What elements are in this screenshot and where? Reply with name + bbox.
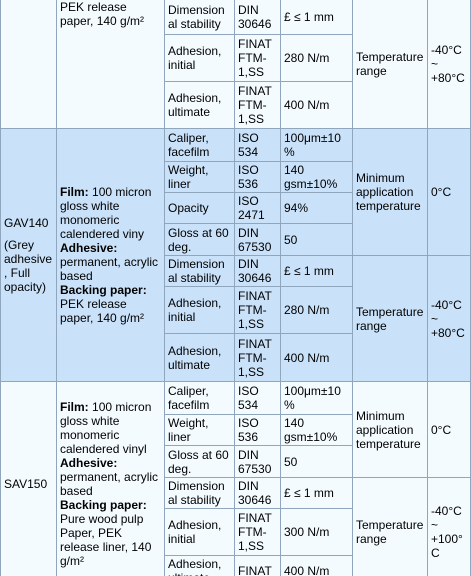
method-cell: DIN 30646 [234,255,281,287]
value-cell: 400 N/m [280,555,353,576]
adhesive-text: permanent, acrylic based [60,255,159,283]
method-cell: FINAT FTM-1,SS [234,286,281,334]
value-cell: £ ≤ 1 mm [280,477,353,509]
value-cell: 300 N/m [280,508,353,556]
adhesive-text: permanent, acrylic based [60,470,159,498]
product-name-cell: GAV140 (Grey adhesive, Full opacity) [0,128,57,382]
table-row: Adhesion, initial FINAT FTM-1,SS 280 N/m [1,286,471,334]
temp-range-label: Temperature range [352,255,428,382]
product-name-cell: SAV150 [0,381,57,576]
table-row: PEK release paper, 140 g/m² Dimensional … [0,0,471,129]
property-cell: Opacity [164,192,235,224]
table-row: Adhesion, ultimate FINAT 400 N/m [1,555,471,576]
table-row: GAV140 (Grey adhesive, Full opacity) Fil… [0,128,471,382]
method-cell: ISO 536 [234,414,281,446]
property-cell: Weight, liner [164,161,235,193]
table-row: Weight, liner ISO 536 140 gsm±10% [1,414,471,446]
property-cell: Adhesion, ultimate [164,81,235,129]
method-cell: DIN 30646 [234,477,281,509]
temp-range-label: Temperature range [352,0,428,129]
property-cell: Dimensional stability [164,477,235,509]
table-row: Adhesion, initial FINAT FTM-1,SS 300 N/m [1,508,471,556]
property-cell: Adhesion, ultimate [164,333,235,382]
value-cell: £ ≤ 1 mm [280,0,353,35]
property-cell: Adhesion, initial [164,286,235,334]
method-cell: ISO 534 [234,128,281,162]
table-row: Opacity ISO 2471 94% [1,192,471,224]
film-label: Film: [60,185,89,199]
temp-range-label: Temperature range [352,477,428,576]
value-cell: 100μm±10% [280,381,353,415]
adhesive-label: Adhesive: [60,456,118,470]
value-cell: 400 N/m [280,81,353,129]
backing-text: PEK release paper, 140 g/m² [60,297,145,325]
backing-label: Backing paper: [60,498,147,512]
min-temp-label: Minimum application temperature [352,381,428,478]
film-label: Film: [60,400,89,414]
method-cell: FINAT FTM-1,SS [234,81,281,129]
prev-product-cell [0,0,57,129]
table-row: SAV150 Film: 100 micron gloss white mono… [0,381,471,576]
temp-range-value: -40°C ~ +80°C [427,0,471,129]
temp-range-value: -40°C ~ +80°C [427,255,471,382]
film-text: 100 micron gloss white monomeric calende… [60,185,152,241]
value-cell: 50 [280,445,353,478]
value-cell: 280 N/m [280,286,353,334]
min-temp-value: 0°C [427,128,471,256]
material-description-cell: Film: 100 micron gloss white monomeric c… [56,128,165,382]
table-row: Adhesion, ultimate FINAT FTM-1,SS 400 N/… [1,333,471,382]
property-cell: Gloss at 60 deg. [164,445,235,478]
table-row: Dimensional stability DIN 30646 £ ≤ 1 mm… [1,477,471,576]
product-note: (Grey adhesive, Full opacity) [4,238,53,294]
method-cell: DIN 67530 [234,223,281,256]
property-cell: Dimensional stability [164,0,235,35]
method-cell: DIN 30646 [234,0,281,35]
prev-material-cell: PEK release paper, 140 g/m² [56,0,165,129]
temp-range-value: -40°C ~ +100°C [427,477,471,576]
material-description-cell: Film: 100 micron gloss white monomeric c… [56,381,165,576]
table-row: Adhesion, ultimate FINAT FTM-1,SS 400 N/… [1,81,471,129]
value-cell: 280 N/m [280,34,353,82]
property-cell: Weight, liner [164,414,235,446]
value-cell: 140 gsm±10% [280,161,353,193]
backing-label: Backing paper: [60,283,147,297]
method-cell: ISO 534 [234,381,281,415]
table-row: Adhesion, initial FINAT FTM-1,SS 280 N/m [1,34,471,82]
product-name: SAV150 [4,477,48,491]
product-name: GAV140 [4,216,49,230]
value-cell: 400 N/m [280,333,353,382]
film-text: 100 micron gloss white monomeric calende… [60,400,152,456]
value-cell: £ ≤ 1 mm [280,255,353,287]
method-cell: FINAT [234,555,281,576]
property-cell: Adhesion, initial [164,34,235,82]
value-cell: 100μm±10% [280,128,353,162]
value-cell: 50 [280,223,353,256]
property-cell: Adhesion, ultimate [164,555,235,576]
min-temp-label: Minimum application temperature [352,128,428,256]
property-cell: Caliper, facefilm [164,381,235,415]
method-cell: DIN 67530 [234,445,281,478]
min-temp-value: 0°C [427,381,471,478]
prev-backing-text: PEK release paper, 140 g/m² [60,0,145,28]
adhesive-label: Adhesive: [60,241,118,255]
value-cell: 140 gsm±10% [280,414,353,446]
property-cell: Gloss at 60 deg. [164,223,235,256]
method-cell: FINAT FTM-1,SS [234,508,281,556]
table-row: Gloss at 60 deg. DIN 67530 50 [1,445,471,478]
table-row: Dimensional stability DIN 30646 £ ≤ 1 mm… [1,255,471,382]
method-cell: ISO 2471 [234,192,281,224]
table-row: Gloss at 60 deg. DIN 67530 50 [1,223,471,256]
property-cell: Adhesion, initial [164,508,235,556]
backing-text: Pure wood pulp Paper, PEK release liner,… [60,512,152,568]
property-cell: Caliper, facefilm [164,128,235,162]
property-cell: Dimensional stability [164,255,235,287]
method-cell: ISO 536 [234,161,281,193]
value-cell: 94% [280,192,353,224]
method-cell: FINAT FTM-1,SS [234,333,281,382]
method-cell: FINAT FTM-1,SS [234,34,281,82]
